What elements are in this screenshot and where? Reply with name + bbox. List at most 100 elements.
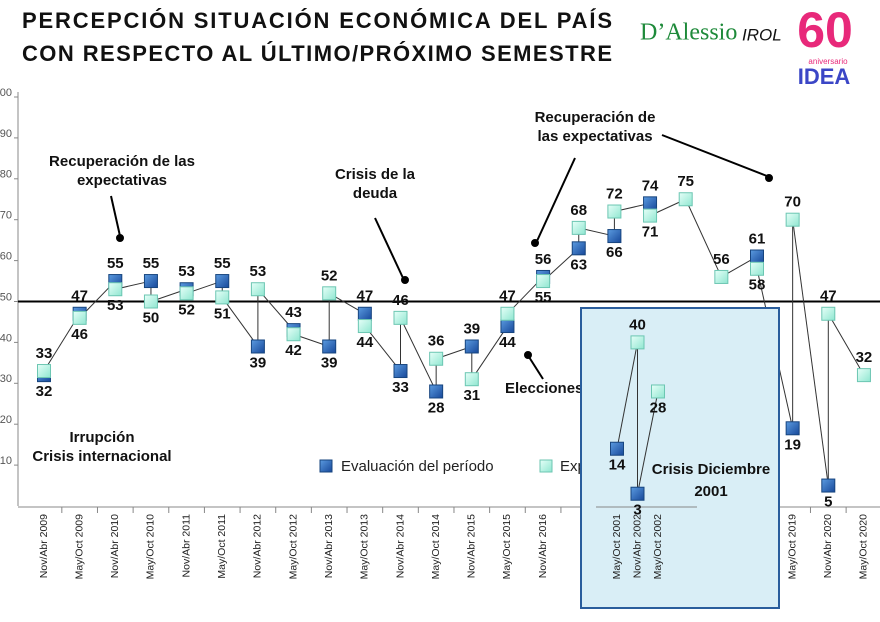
y-tick-label: 60	[0, 251, 12, 263]
y-tick-label: 100	[0, 87, 12, 99]
marker	[536, 274, 551, 289]
marker	[714, 269, 729, 284]
marker	[108, 282, 123, 297]
marker	[393, 310, 408, 325]
marker	[72, 310, 87, 325]
marker	[821, 306, 836, 321]
marker	[429, 351, 444, 366]
marker	[785, 421, 800, 436]
title-line: PERCEPCIÓN SITUACIÓN ECONÓMICA DEL PAÍS	[22, 8, 612, 33]
marker	[643, 196, 658, 211]
connector	[637, 391, 659, 494]
legend-swatch	[539, 459, 553, 473]
data-label: 36	[428, 333, 445, 350]
arrow-dot	[765, 174, 773, 182]
data-label: 63	[570, 256, 587, 273]
data-label: 55	[214, 255, 231, 272]
data-label: 47	[71, 288, 88, 305]
x-tick-label: May/Oct 2011	[216, 514, 228, 579]
logo-sixty: 60	[797, 2, 853, 58]
data-label: 44	[357, 334, 374, 351]
x-tick-label: Nov/Abr 2012	[252, 514, 264, 578]
legend-label: Evaluación del período	[341, 458, 494, 475]
marker	[393, 364, 408, 379]
y-tick-label: 70	[0, 210, 12, 222]
data-label: 46	[71, 326, 88, 343]
marker	[678, 192, 693, 207]
x-tick-label: Nov/Abr 2002	[631, 514, 643, 578]
y-tick-label: 10	[0, 455, 12, 467]
data-label: 39	[321, 354, 338, 371]
marker	[357, 306, 372, 321]
data-label: 68	[570, 202, 587, 219]
data-label: 39	[250, 354, 267, 371]
data-label: 14	[609, 457, 626, 474]
marker	[215, 290, 230, 305]
annotation: expectativas	[77, 172, 167, 189]
marker	[464, 339, 479, 354]
marker	[250, 339, 265, 354]
annotation: Crisis Diciembre	[652, 461, 770, 478]
marker	[322, 286, 337, 301]
data-label: 47	[499, 288, 516, 305]
marker	[500, 306, 515, 321]
marker	[179, 286, 194, 301]
marker	[821, 478, 836, 493]
x-tick-label: Nov/Abr 2009	[38, 514, 50, 578]
data-label: 3	[633, 502, 641, 519]
data-label: 43	[285, 304, 302, 321]
logo-brand: D’Alessio	[640, 20, 737, 46]
data-label: 5	[824, 494, 832, 511]
x-tick-label: May/Oct 2010	[145, 514, 157, 580]
data-label: 55	[143, 255, 160, 272]
arrow	[528, 356, 544, 380]
arrow	[374, 217, 404, 279]
marker	[651, 384, 665, 399]
data-label: 56	[535, 251, 552, 268]
y-tick-label: 80	[0, 169, 12, 181]
y-tick-label: 50	[0, 291, 12, 303]
connector	[792, 219, 829, 486]
data-label: 33	[392, 379, 409, 396]
y-tick-label: 30	[0, 373, 12, 385]
data-label: 32	[856, 349, 873, 366]
connector	[364, 325, 401, 372]
data-label: 71	[642, 224, 659, 241]
data-label: 61	[749, 230, 766, 247]
x-tick-label: May/Oct 2002	[652, 514, 664, 580]
x-tick-label: May/Oct 2015	[501, 514, 513, 580]
x-tick-label: May/Oct 2012	[287, 514, 299, 580]
data-label: 58	[749, 277, 766, 294]
marker	[250, 282, 265, 297]
legend-swatch	[319, 459, 333, 473]
x-tick-label: May/Oct 2020	[858, 514, 870, 580]
data-label: 31	[463, 387, 480, 404]
x-tick-label: Nov/Abr 2016	[537, 514, 549, 578]
marker	[429, 384, 444, 399]
arrow-dot	[531, 239, 539, 247]
plot: 10 20 30 40 50 60 70 80 90 100 Nov/Abr 2009 May/Oct…	[0, 87, 880, 579]
connector	[400, 317, 437, 392]
arrow	[661, 134, 768, 177]
data-label: 39	[463, 320, 480, 337]
data-label: 19	[784, 436, 801, 453]
data-label: 55	[535, 289, 552, 306]
marker	[464, 372, 479, 387]
annotation: Recuperación de las	[49, 153, 195, 170]
x-tick-label: May/Oct 2014	[430, 514, 442, 580]
arrow	[110, 195, 121, 237]
x-tick-label: May/Oct 2019	[786, 514, 798, 580]
data-label: 44	[499, 334, 516, 351]
data-label: 33	[36, 345, 53, 362]
arrows	[110, 134, 773, 380]
annotation: deuda	[353, 185, 398, 202]
x-tick-label: Nov/Abr 2020	[822, 514, 834, 578]
logo-brand2: IROL	[742, 25, 782, 44]
logo-anniversary: aniversario	[808, 57, 848, 66]
data-label: 74	[642, 177, 659, 194]
annotation: Crisis internacional	[32, 448, 171, 465]
annotation: Irrupción	[69, 429, 134, 446]
marker	[215, 274, 230, 289]
marker	[610, 441, 624, 456]
